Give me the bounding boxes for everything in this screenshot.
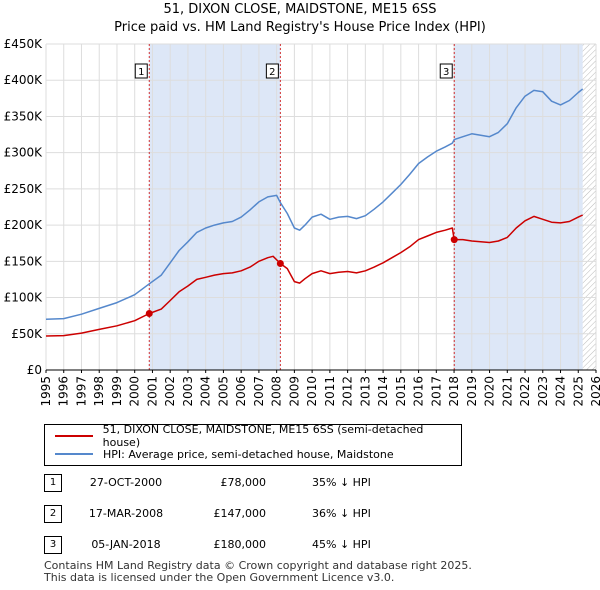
transaction-hpi-diff: 45% ↓ HPI: [312, 538, 371, 551]
sale-label: 1: [138, 67, 144, 78]
y-tick-label: £100K: [4, 291, 44, 305]
x-tick-label: 2000: [128, 376, 142, 407]
y-tick-label: £450K: [4, 37, 44, 51]
y-tick-label: £250K: [4, 182, 44, 196]
x-tick-label: 2013: [358, 376, 372, 407]
y-tick-label: £50K: [11, 327, 43, 341]
transaction-date: 27-OCT-2000: [89, 476, 163, 489]
transaction-date: 05-JAN-2018: [91, 538, 161, 551]
x-tick-label: 2022: [518, 376, 532, 407]
x-tick-label: 2015: [394, 376, 408, 407]
x-tick-label: 2007: [252, 376, 266, 407]
legend-item-property: 51, DIXON CLOSE, MAIDSTONE, ME15 6SS (se…: [55, 423, 461, 449]
y-tick-label: £0: [27, 363, 42, 377]
footer-line-copyright: Contains HM Land Registry data © Crown c…: [44, 559, 472, 572]
y-tick-label: £200K: [4, 218, 44, 232]
legend-label-property: 51, DIXON CLOSE, MAIDSTONE, ME15 6SS (se…: [102, 423, 424, 449]
x-tick-label: 2003: [181, 376, 195, 407]
x-tick-label: 1995: [39, 376, 53, 407]
legend-item-hpi: HPI: Average price, semi-detached house,…: [55, 447, 394, 461]
ownership-shade: [454, 44, 583, 370]
x-tick-label: 2008: [270, 376, 284, 407]
ownership-shade: [149, 44, 281, 370]
chart-title: 51, DIXON CLOSE, MAIDSTONE, ME15 6SS: [163, 2, 437, 17]
transaction-badge: 3: [44, 536, 62, 554]
x-tick-label: 2023: [536, 376, 550, 407]
x-tick-label: 1996: [57, 376, 71, 407]
transaction-date: 17-MAR-2008: [88, 507, 164, 520]
sale-label-box: [265, 63, 279, 79]
x-tick-label: 2010: [305, 376, 319, 407]
x-tick-label: 2018: [447, 376, 461, 407]
footer-attribution: Contains HM Land Registry data © Crown c…: [44, 560, 472, 584]
x-tick-label: 1998: [92, 376, 106, 407]
sale-point: [276, 260, 284, 268]
x-tick-label: 1997: [74, 376, 88, 407]
property-series-line: [45, 214, 584, 337]
sale-point: [450, 236, 458, 244]
x-tick-label: 2026: [589, 376, 600, 407]
transaction-badge: 1: [44, 474, 62, 492]
y-tick-label: £350K: [4, 109, 44, 123]
sale-point: [145, 309, 153, 317]
x-tick-label: 2006: [234, 376, 248, 407]
x-tick-label: 2011: [323, 376, 337, 407]
legend-swatch-hpi: [55, 453, 93, 455]
sale-label: 3: [443, 67, 449, 78]
footer-line-licence: This data is licensed under the Open Gov…: [44, 571, 395, 584]
transaction-badge: 2: [44, 505, 62, 523]
x-tick-label: 2020: [483, 376, 497, 407]
y-tick-label: £150K: [4, 254, 44, 268]
x-tick-label: 2004: [199, 376, 213, 407]
x-tick-label: 2009: [287, 376, 301, 407]
x-tick-label: 2017: [429, 376, 443, 407]
y-tick-label: £300K: [4, 146, 44, 160]
x-tick-label: 2002: [163, 376, 177, 407]
hpi-series-line: [45, 88, 584, 321]
x-tick-label: 2014: [376, 376, 390, 407]
legend-label-hpi: HPI: Average price, semi-detached house,…: [103, 447, 394, 461]
transaction-price: £147,000: [213, 507, 267, 520]
price-chart: 1 2 3 £0 £50K £100K £150K £200K £250K £300K £350K £…: [4, 37, 600, 407]
x-tick-label: 2025: [571, 376, 585, 407]
sale-label-box: [134, 63, 148, 79]
x-tick-label: 2019: [465, 376, 479, 407]
x-tick-label: 2021: [500, 376, 514, 407]
transaction-price: £180,000: [213, 538, 267, 551]
chart-subtitle: Price paid vs. HM Land Registry's House …: [114, 20, 486, 35]
chart-legend: 51, DIXON CLOSE, MAIDSTONE, ME15 6SS (se…: [44, 423, 462, 466]
transaction-hpi-diff: 35% ↓ HPI: [312, 476, 371, 489]
transaction-price: £78,000: [220, 476, 267, 489]
x-tick-label: 2012: [341, 376, 355, 407]
sale-label-box: [439, 63, 453, 79]
x-tick-label: 2016: [412, 376, 426, 407]
forecast-hatch: [582, 44, 596, 370]
y-tick-label: £400K: [4, 73, 44, 87]
x-tick-label: 1999: [110, 376, 124, 407]
x-tick-label: 2001: [145, 376, 159, 407]
transaction-hpi-diff: 36% ↓ HPI: [312, 507, 371, 520]
x-tick-label: 2005: [216, 376, 230, 407]
x-tick-label: 2024: [554, 376, 568, 407]
sale-label: 2: [269, 67, 275, 78]
legend-swatch-property: [55, 435, 93, 437]
